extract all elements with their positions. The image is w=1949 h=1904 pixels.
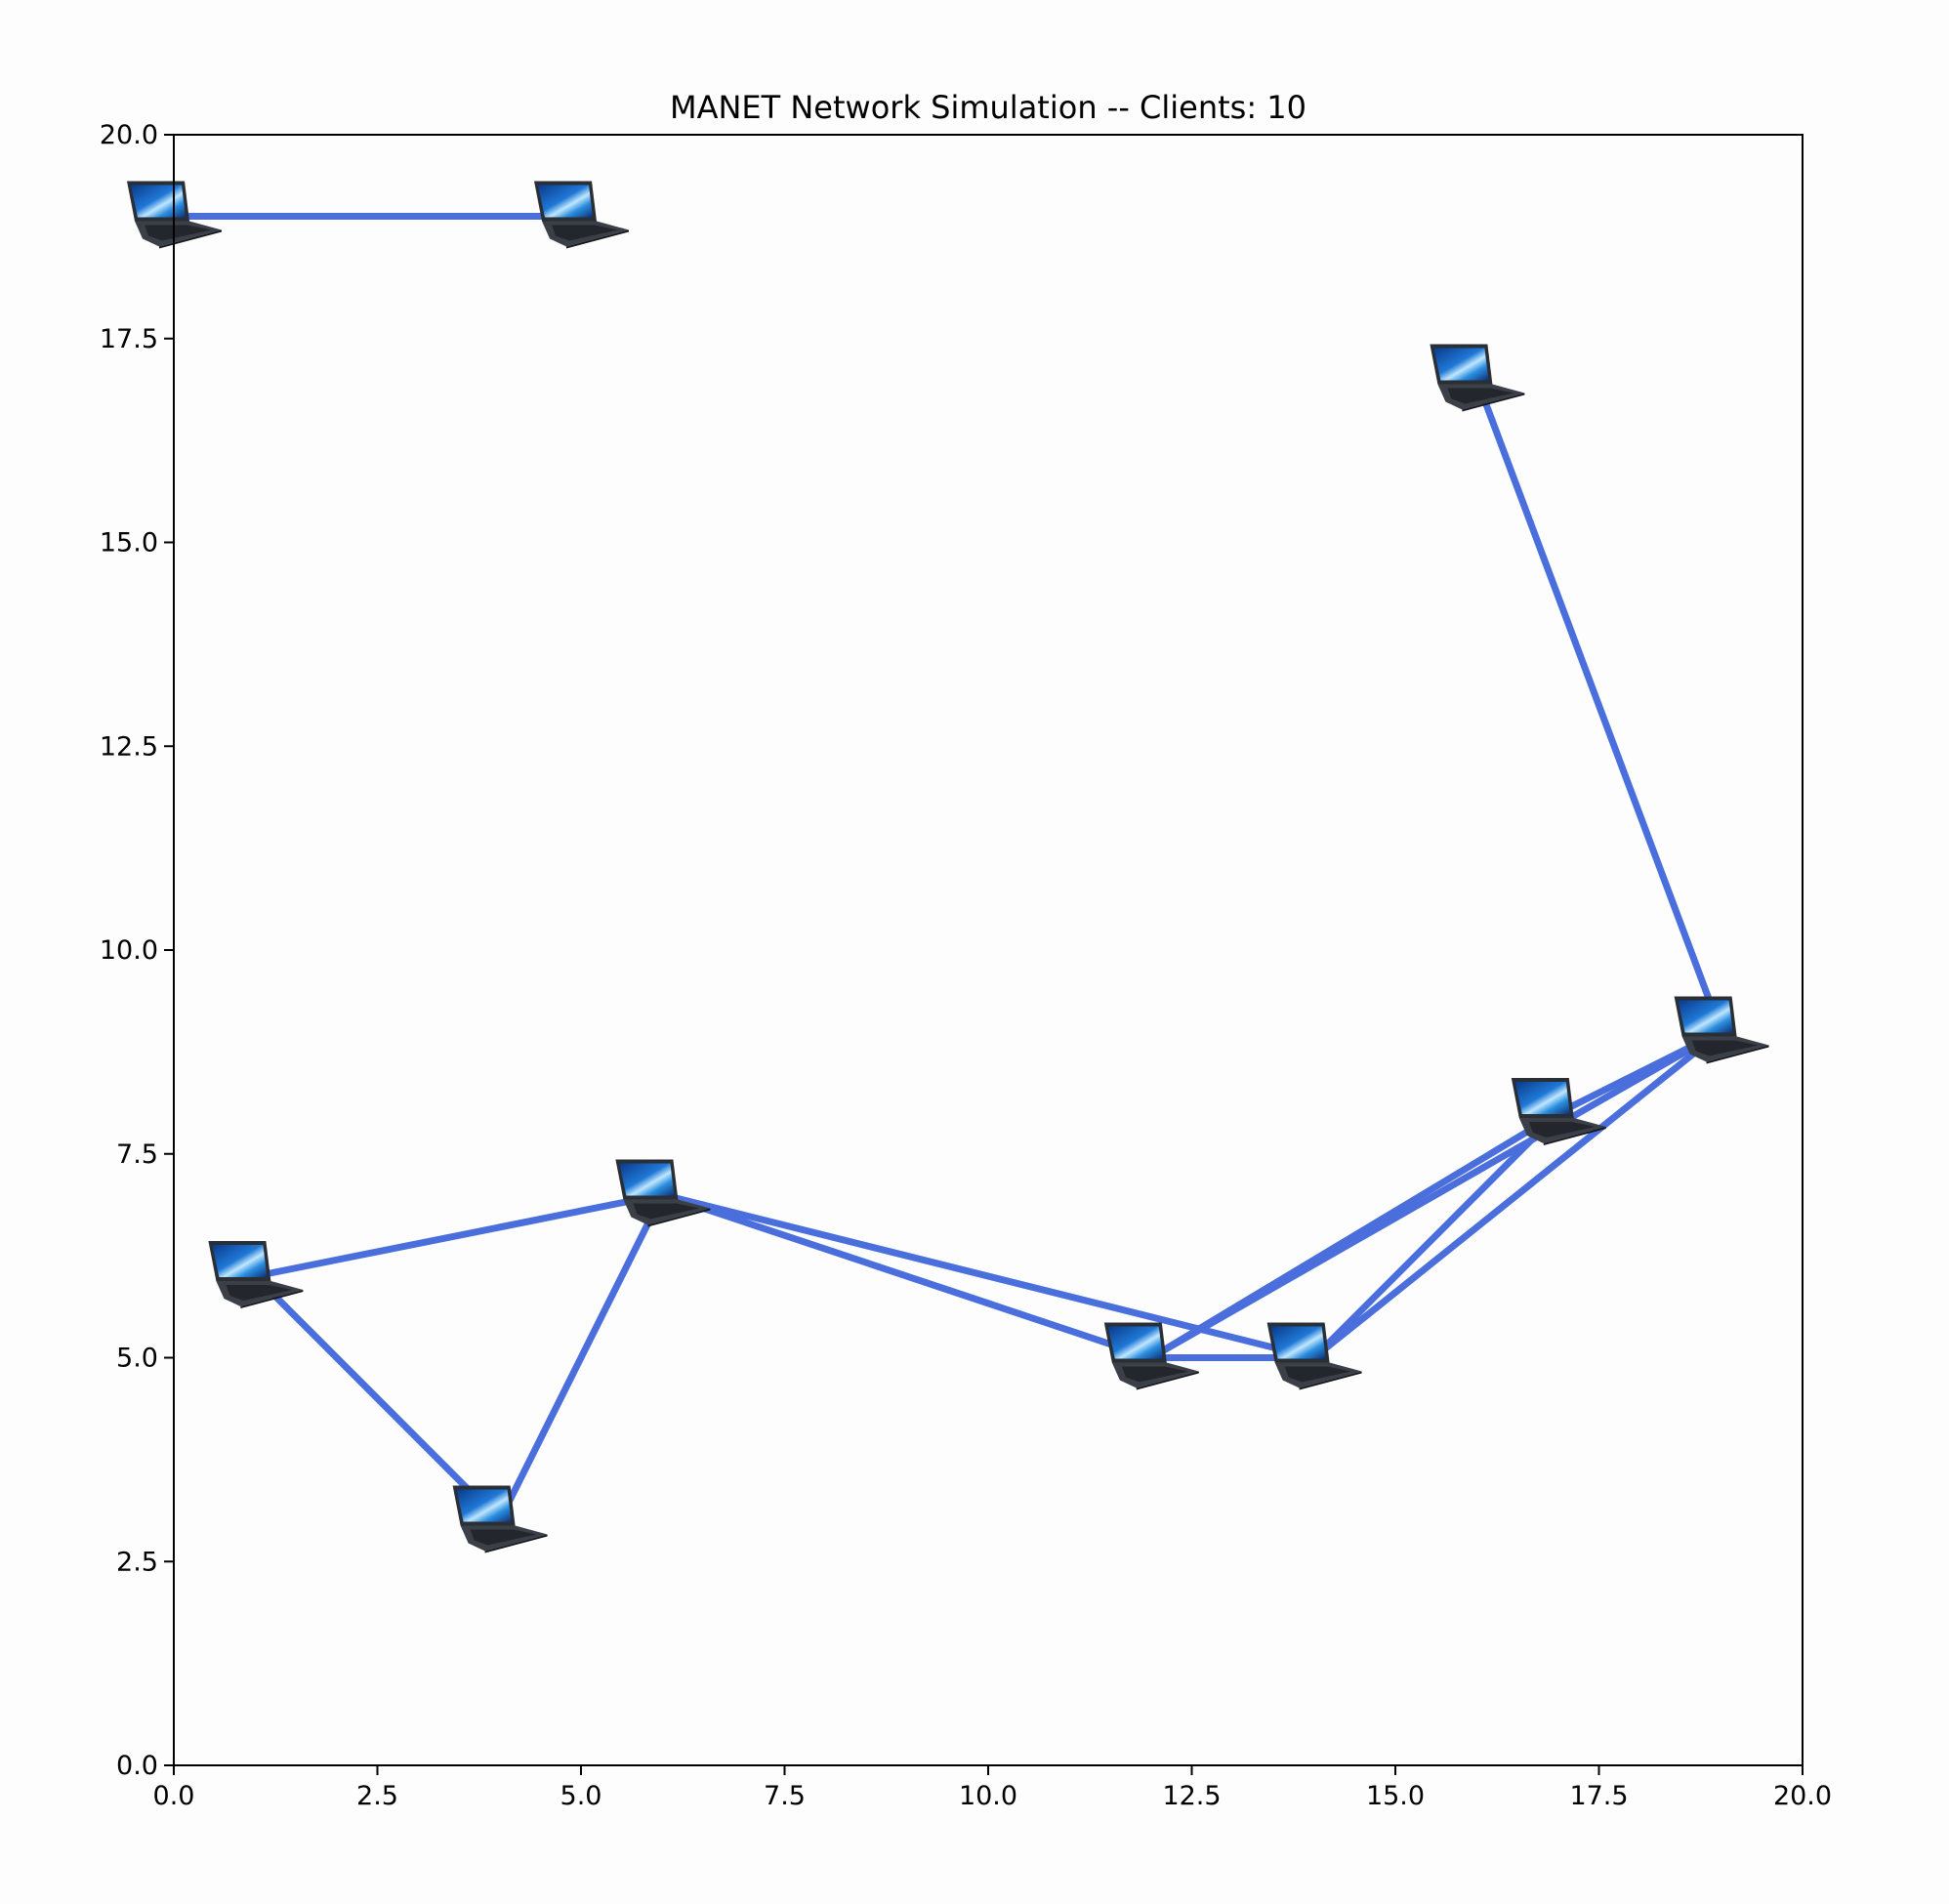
link-5-8	[661, 1191, 1152, 1361]
link-6-7	[252, 1273, 503, 1523]
y-tick-label: 15.0	[100, 528, 158, 559]
x-tick-label: 15.0	[1366, 1781, 1425, 1811]
x-tick-label: 5.0	[560, 1781, 602, 1811]
x-axis: 0.0 2.5 5.0 7.5 10.0 12.5 15.0 17.5 20.0	[153, 1765, 1832, 1811]
y-tick-label: 0.0	[116, 1751, 158, 1781]
network-links	[174, 213, 1724, 1523]
y-tick-label: 17.5	[100, 324, 158, 354]
y-tick-label: 7.5	[116, 1139, 158, 1170]
link-9-3	[1311, 1028, 1723, 1361]
x-tick-label: 12.5	[1162, 1781, 1221, 1811]
link-6-5	[254, 1191, 664, 1280]
chart-title: MANET Network Simulation -- Clients: 10	[670, 89, 1306, 126]
y-tick-label: 5.0	[116, 1344, 158, 1374]
y-tick-label: 12.5	[100, 731, 158, 762]
x-tick-label: 10.0	[959, 1781, 1017, 1811]
link-7-5	[496, 1192, 666, 1523]
y-axis: 0.0 2.5 5.0 7.5 10.0 12.5 15.0 17.5 20.0	[100, 120, 174, 1781]
link-2-3	[1473, 378, 1724, 1033]
x-tick-label: 20.0	[1773, 1781, 1832, 1811]
x-tick-label: 2.5	[356, 1781, 398, 1811]
y-tick-label: 10.0	[100, 935, 158, 966]
y-tick-label: 20.0	[100, 120, 158, 150]
x-tick-label: 0.0	[153, 1781, 195, 1811]
x-tick-label: 17.5	[1569, 1781, 1628, 1811]
plot-area	[174, 135, 1803, 1765]
link-9-4	[1311, 1110, 1561, 1360]
x-tick-label: 7.5	[764, 1781, 806, 1811]
y-tick-label: 2.5	[116, 1547, 158, 1577]
link-8-3	[1149, 1028, 1723, 1361]
